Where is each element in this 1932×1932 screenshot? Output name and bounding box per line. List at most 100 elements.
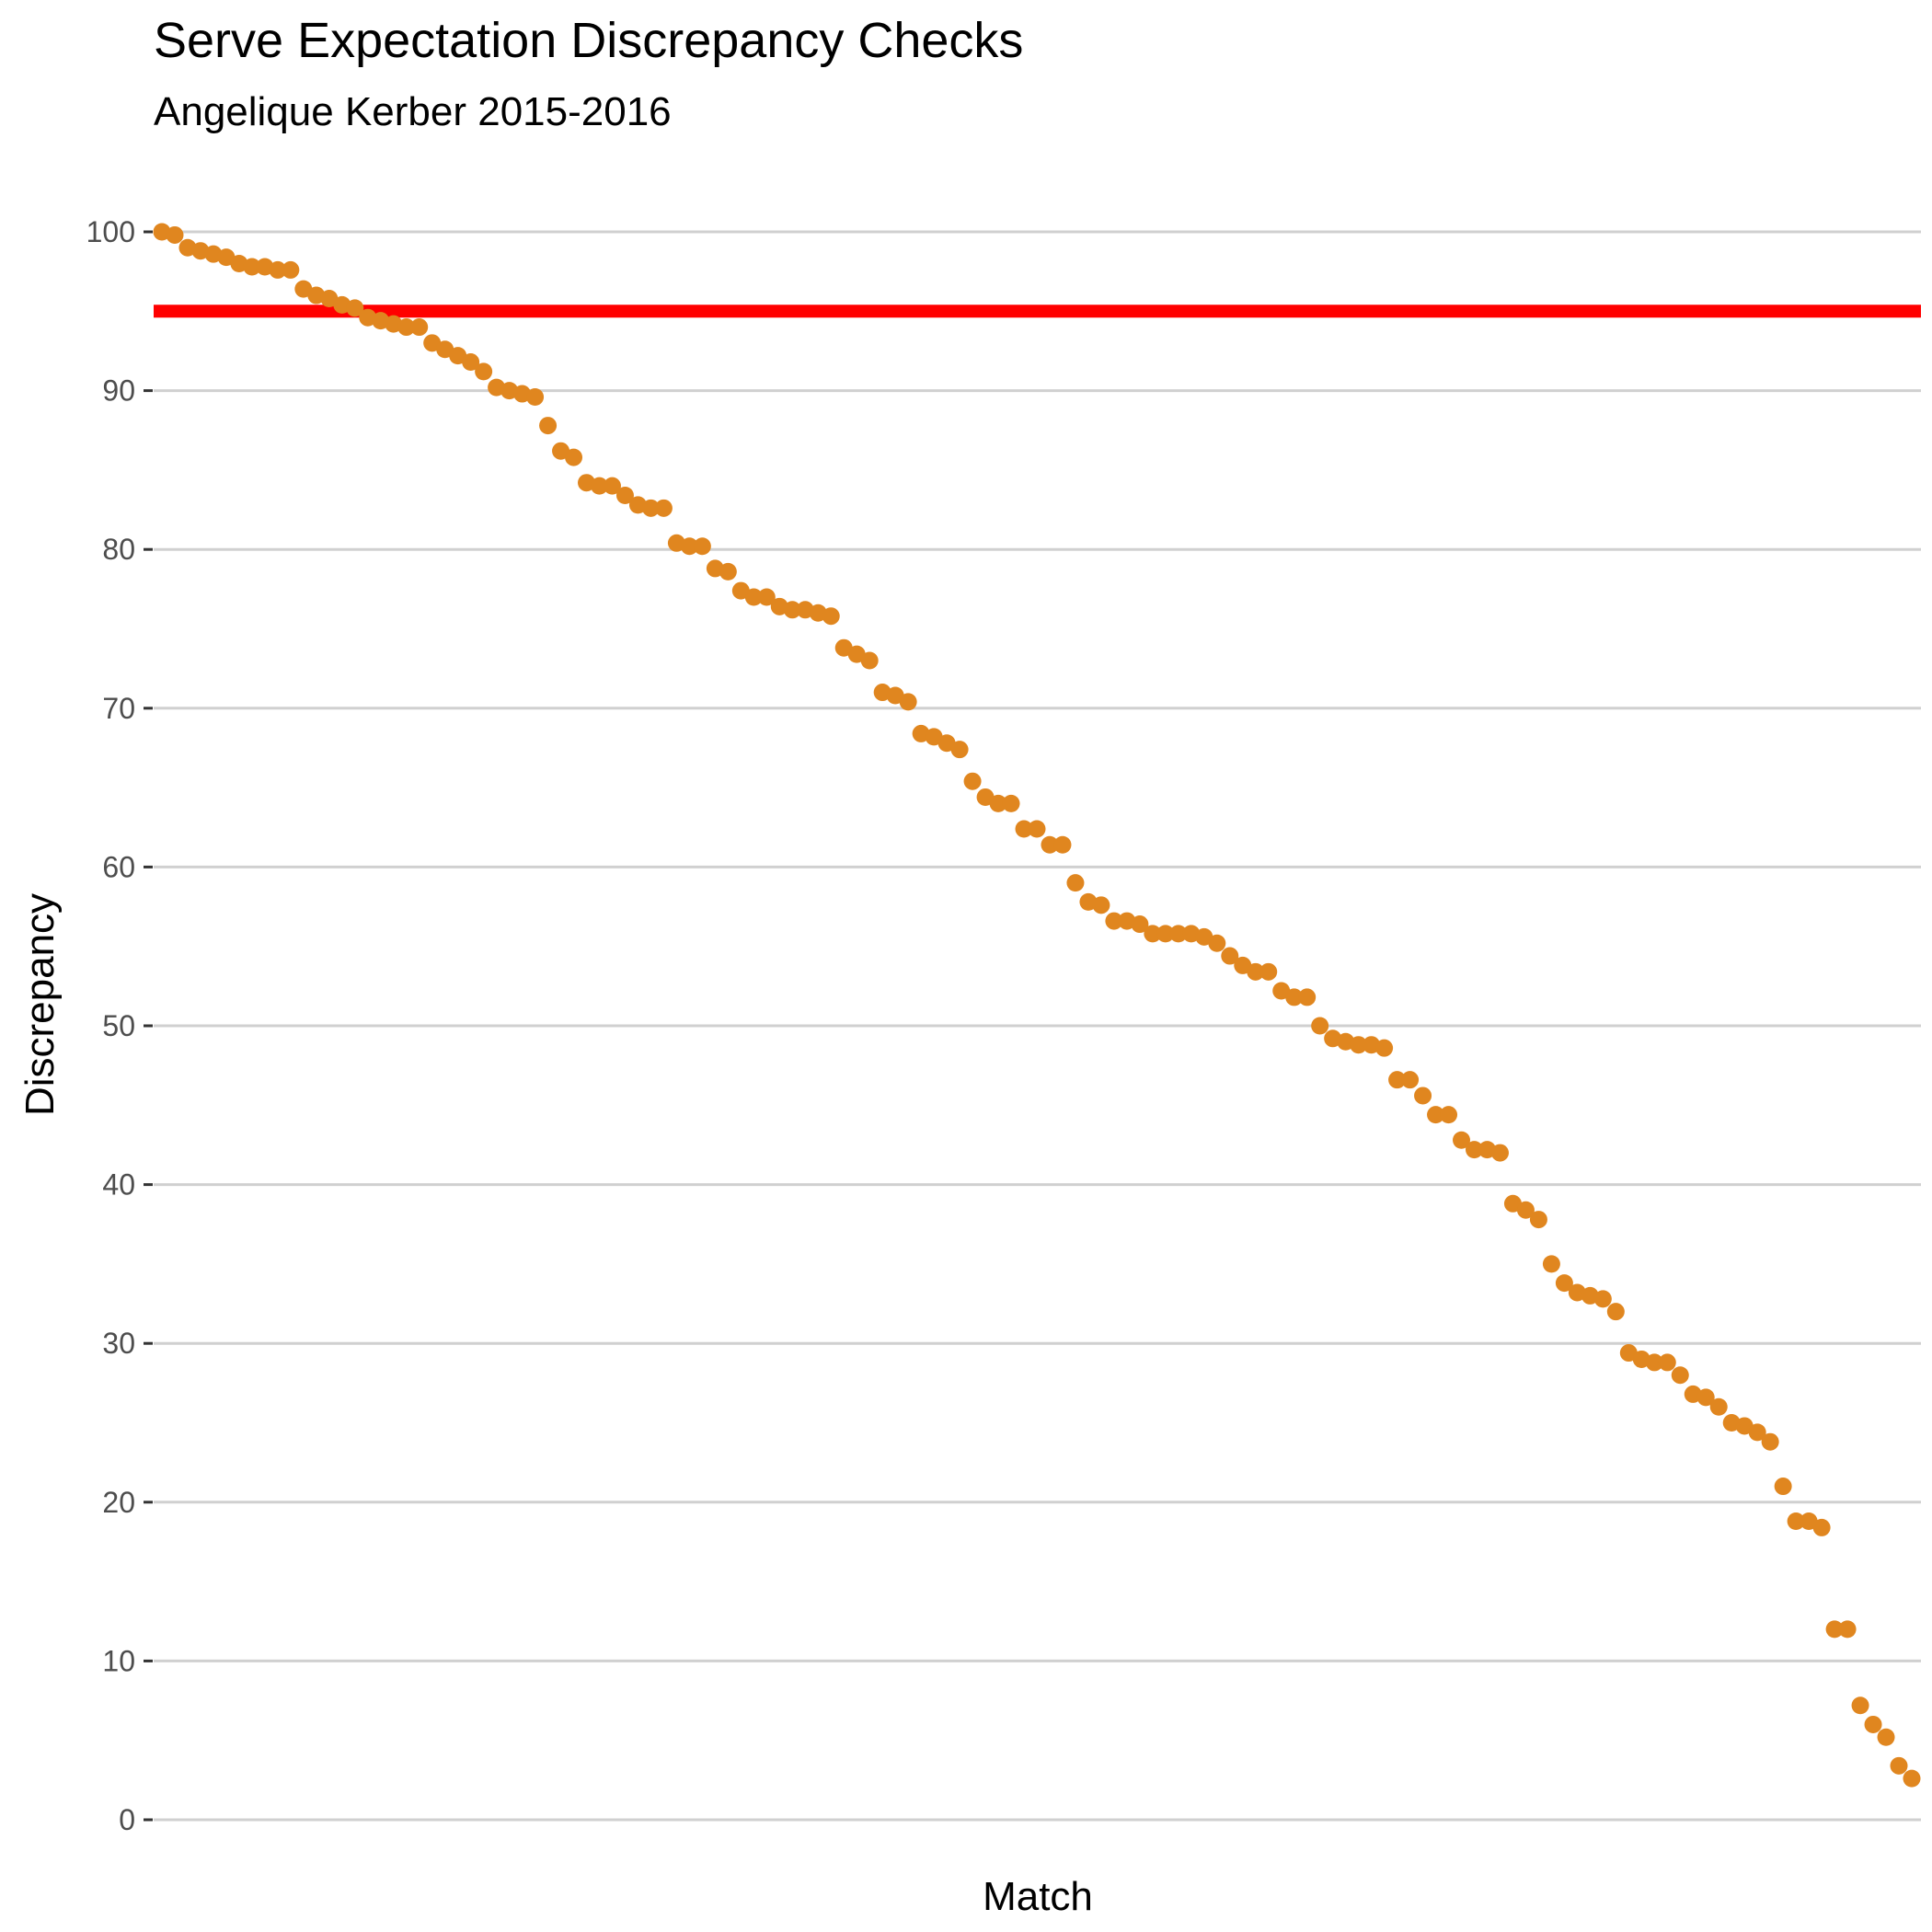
data-point [989, 794, 1007, 812]
y-tick-label: 100 [86, 215, 135, 248]
data-point [1259, 962, 1278, 981]
data-point [1015, 820, 1033, 838]
data-point [860, 651, 879, 670]
data-point [1761, 1432, 1779, 1451]
data-point [1028, 820, 1046, 838]
data-point [526, 388, 545, 407]
data-point [1453, 1131, 1471, 1149]
data-point [1414, 1087, 1432, 1105]
data-point [1890, 1756, 1908, 1775]
data-point [1144, 925, 1162, 943]
data-point [1002, 794, 1020, 812]
data-point [397, 318, 416, 337]
x-axis-label: Match [983, 1874, 1093, 1919]
data-point [1066, 874, 1085, 892]
data-point [744, 588, 763, 606]
data-point [410, 318, 429, 337]
data-point [641, 499, 660, 517]
data-point [1401, 1071, 1420, 1089]
data-point [282, 260, 300, 279]
data-point [1298, 988, 1317, 1006]
data-point [1903, 1769, 1921, 1788]
data-point [269, 260, 287, 279]
data-point [1105, 912, 1123, 930]
data-point [680, 537, 698, 556]
data-point [1516, 1201, 1535, 1219]
data-point [243, 258, 261, 276]
data-point [757, 588, 776, 606]
data-point [1812, 1518, 1831, 1536]
y-tick-label: 20 [102, 1486, 135, 1519]
data-point [1555, 1274, 1573, 1293]
data-point [1092, 896, 1110, 914]
data-points [153, 223, 1921, 1788]
data-point [1131, 915, 1149, 934]
data-point [1606, 1303, 1625, 1321]
data-point [719, 562, 737, 581]
data-point [1490, 1144, 1509, 1162]
data-point [346, 299, 364, 317]
data-point [1593, 1290, 1612, 1308]
data-point [1787, 1512, 1805, 1531]
data-point [1156, 925, 1175, 943]
y-tick-label: 30 [102, 1327, 135, 1360]
data-point [899, 693, 917, 711]
data-point [1838, 1620, 1857, 1639]
data-point [1774, 1478, 1792, 1496]
data-point [1375, 1039, 1394, 1057]
data-point [1542, 1255, 1560, 1273]
chart-subtitle: Angelique Kerber 2015-2016 [154, 89, 672, 134]
y-tick-label: 40 [102, 1168, 135, 1202]
data-point [822, 607, 840, 626]
y-tick-label: 50 [102, 1009, 135, 1042]
data-point [1529, 1211, 1547, 1229]
data-point [1466, 1141, 1483, 1159]
data-point [1388, 1071, 1407, 1089]
data-point [539, 417, 558, 435]
data-point [1658, 1353, 1676, 1372]
data-point [693, 537, 711, 556]
data-point [1440, 1106, 1458, 1124]
data-point [1208, 934, 1226, 952]
data-point [1169, 925, 1188, 943]
y-tick-label: 80 [102, 533, 135, 566]
data-point [1041, 835, 1059, 854]
y-axis: 0 10 20 30 40 50 60 70 80 90 100 [86, 215, 153, 1836]
data-point [1645, 1353, 1663, 1372]
data-point [166, 225, 184, 244]
data-point [565, 448, 583, 466]
data-point [1221, 947, 1239, 965]
data-point [1247, 962, 1265, 981]
data-point [591, 477, 608, 495]
data-point [475, 362, 493, 381]
data-point [1053, 835, 1072, 854]
chart-title: Serve Expectation Discrepancy Checks [154, 13, 1023, 68]
data-point [1285, 988, 1304, 1006]
data-point [1825, 1620, 1844, 1639]
gridlines [154, 230, 1921, 1822]
data-point [654, 499, 673, 517]
data-point [1427, 1106, 1445, 1124]
data-point [1877, 1728, 1895, 1746]
data-point [603, 477, 621, 495]
data-point [1864, 1715, 1882, 1733]
y-tick-label: 10 [102, 1644, 135, 1677]
data-point [1311, 1017, 1329, 1035]
data-point [1748, 1423, 1766, 1442]
y-tick-label: 60 [102, 850, 135, 883]
y-tick-label: 0 [119, 1803, 135, 1836]
data-point [950, 741, 969, 759]
data-point [1709, 1397, 1728, 1416]
data-point [1671, 1366, 1689, 1385]
data-point [1851, 1696, 1869, 1715]
y-tick-label: 70 [102, 692, 135, 725]
data-point [1350, 1036, 1368, 1054]
y-tick-label: 90 [102, 374, 135, 408]
data-point [462, 353, 480, 372]
data-point [963, 772, 982, 790]
y-axis-label: Discrepancy [17, 893, 63, 1116]
data-point [615, 487, 634, 505]
data-point [1696, 1388, 1715, 1407]
data-point [783, 601, 801, 619]
